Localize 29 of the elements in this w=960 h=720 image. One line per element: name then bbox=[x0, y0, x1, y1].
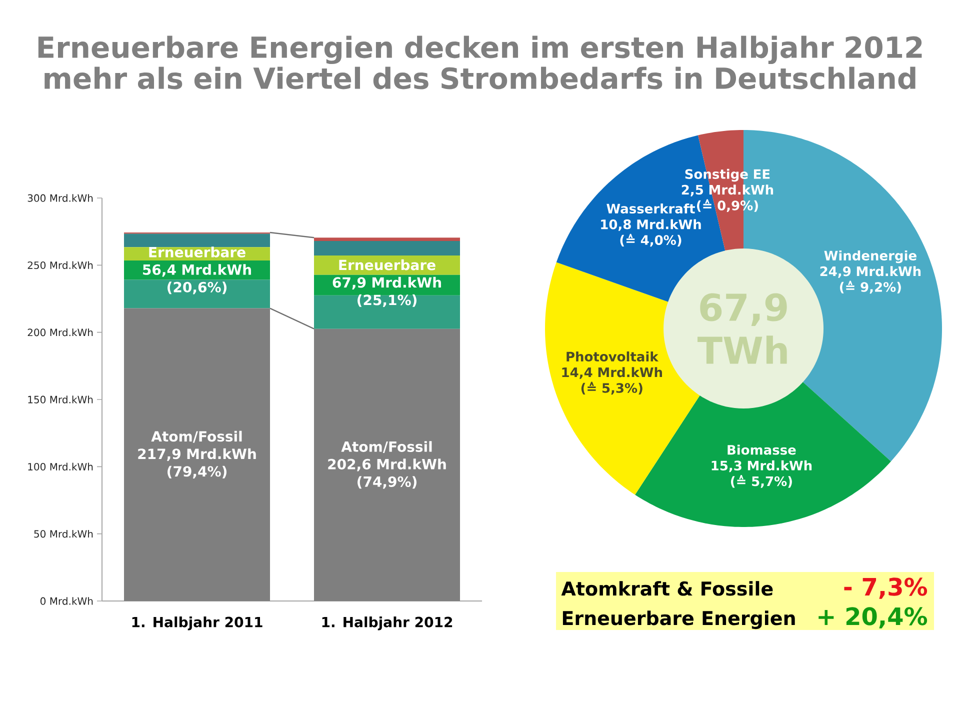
slice-label: Windenergie bbox=[824, 250, 916, 264]
y-tick-label: 200 Mrd.kWh bbox=[28, 328, 93, 336]
chart-title: Erneuerbare Energien decken im ersten Halbjahr 2012 mehr als ein Viertel des Strombedarfs in Deutschland bbox=[38, 36, 922, 90]
annotation: Erneuerbare 67,9 Mrd.kWh (25,1%) bbox=[332, 259, 441, 308]
data-label: 24,9 Mrd.kWh (≙ 9,2%) bbox=[820, 266, 921, 294]
x-tick-label: 1. Halbjahr 2011 bbox=[132, 616, 262, 630]
slice-label: Wasserkraft bbox=[606, 203, 695, 214]
text: - 7,3% bbox=[844, 578, 928, 599]
data-label: 217,9 Mrd.kWh (79,4%) bbox=[138, 448, 256, 478]
y-tick-label: 300 Mrd.kWh bbox=[28, 194, 93, 202]
data-label: 10,8 Mrd.kWh (≙ 4,0%) bbox=[601, 219, 701, 247]
text: 67,9 TWh bbox=[698, 293, 787, 364]
category-label: Erneuerbare Energien bbox=[562, 610, 795, 630]
y-tick-label: 50 Mrd.kWh bbox=[34, 530, 93, 538]
series-label: Atom/Fossil bbox=[341, 441, 432, 454]
category-label: Atomkraft & Fossile bbox=[561, 581, 773, 596]
data-label: 202,6 Mrd.kWh (74,9%) bbox=[328, 458, 446, 489]
text: + 20,4% bbox=[818, 607, 928, 628]
y-tick-label: 150 Mrd.kWh bbox=[28, 396, 93, 404]
slice-label: Biomasse bbox=[728, 444, 796, 455]
y-tick-label: 250 Mrd.kWh bbox=[28, 261, 93, 270]
data-label: 15,3 Mrd.kWh (≙ 5,7%) bbox=[712, 460, 812, 488]
text: Atom/Fossil bbox=[151, 430, 242, 443]
annotation: Erneuerbare 56,4 Mrd.kWh (20,6%) bbox=[143, 246, 251, 294]
y-tick-label: 100 Mrd.kWh bbox=[28, 462, 93, 471]
slice-label: Photovoltaik bbox=[566, 351, 659, 362]
y-tick-label: 0 Mrd.kWh bbox=[40, 597, 93, 605]
x-tick-label: 1. Halbjahr 2012 bbox=[322, 616, 452, 630]
data-label: 14,4 Mrd.kWh (≙ 5,3%) bbox=[562, 367, 662, 395]
